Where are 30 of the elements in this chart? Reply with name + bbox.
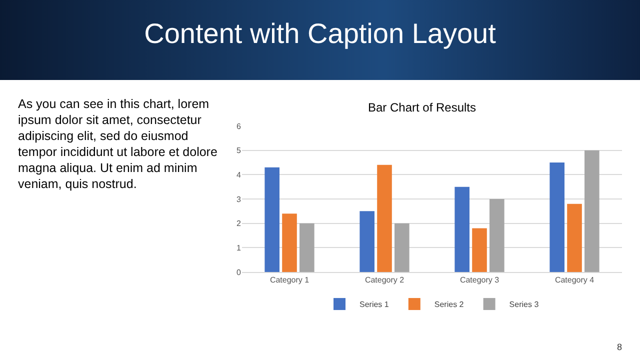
y-tick-label: 5 xyxy=(236,146,242,156)
y-tick-label: 1 xyxy=(236,243,242,252)
bar xyxy=(264,167,280,272)
bar xyxy=(567,204,582,272)
legend-label: Series 1 xyxy=(360,300,390,310)
y-tick-label: 0 xyxy=(236,268,242,277)
legend-label: Series 3 xyxy=(509,300,540,310)
y-tick-label: 6 xyxy=(236,122,242,131)
x-tick-label: Category 4 xyxy=(554,276,595,285)
x-tick-label: Category 3 xyxy=(460,276,500,285)
bar xyxy=(472,228,487,272)
bar xyxy=(454,186,470,272)
y-tick-label: 2 xyxy=(236,219,242,228)
bar xyxy=(584,150,600,272)
bar xyxy=(282,214,297,272)
x-tick-label: Category 2 xyxy=(364,276,405,285)
y-tick-label: 3 xyxy=(236,194,242,204)
text: 8 xyxy=(616,342,622,352)
text: As you can see in this chart, lorem ipsum dolor sit amet, consectetur adipiscing elit, sed do eiusmod tempor incididunt ut labore et dolore magna aliqua. Ut enim ad minim veniam, quis nostrud. xyxy=(18,96,218,192)
x-tick-label: Category 1 xyxy=(270,276,310,285)
bar xyxy=(300,223,314,272)
bar xyxy=(550,162,564,272)
chart-subtitle: Bar Chart of Results xyxy=(368,100,476,114)
bar xyxy=(490,199,504,272)
y-tick-label: 4 xyxy=(236,170,242,180)
bar xyxy=(377,164,392,272)
bar xyxy=(360,211,374,272)
legend-label: Series 2 xyxy=(434,300,464,310)
bar xyxy=(394,223,410,272)
chart-title: Content with Caption Layout xyxy=(143,18,497,50)
